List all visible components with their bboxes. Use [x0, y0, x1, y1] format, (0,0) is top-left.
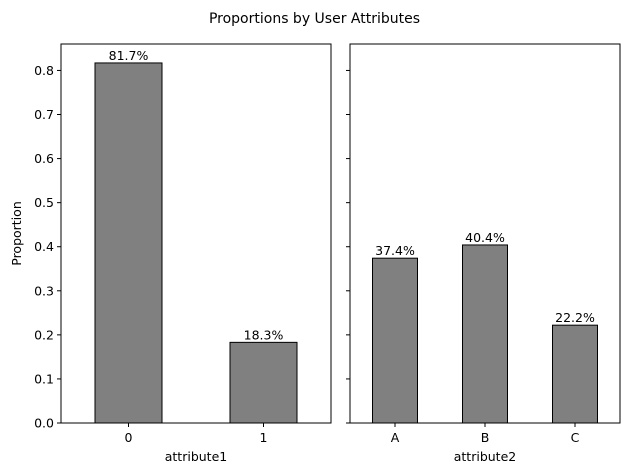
- data-label-0: 81.7%: [109, 48, 149, 63]
- bar-C: [552, 324, 598, 424]
- y-tick-label: 0.7: [34, 107, 54, 122]
- bar-B: [462, 244, 508, 424]
- data-label-C: 22.2%: [555, 310, 595, 325]
- y-tick-label: 0.5: [34, 195, 54, 210]
- y-tick-label: 0.1: [34, 371, 54, 386]
- left-subplot: 81.7% 18.3% 0 1 0.0 0.1 0.2 0.3 0.4 0.5 0.6 0.7 0.8 a…: [9, 43, 332, 464]
- x-axis-title: attribute2: [454, 449, 516, 464]
- x-tick-label-A: A: [391, 430, 400, 445]
- y-tick-label: 0.2: [34, 327, 54, 342]
- y-tick-label: 0.4: [34, 239, 54, 254]
- x-axis-title: attribute1: [165, 449, 227, 464]
- bar-1: [229, 341, 298, 424]
- y-tick-label: 0.6: [34, 151, 54, 166]
- x-tick-label-C: C: [571, 430, 580, 445]
- axes-frame: [60, 43, 332, 424]
- figure-title: Proportions by User Attributes: [209, 11, 420, 27]
- y-tick-label: 0.0: [34, 416, 54, 431]
- bar-A: [372, 257, 418, 424]
- x-tick-label-0: 0: [125, 430, 133, 445]
- data-label-B: 40.4%: [465, 230, 505, 245]
- data-label-A: 37.4%: [375, 243, 415, 258]
- y-axis-title: Proportion: [9, 201, 24, 266]
- data-label-1: 18.3%: [244, 327, 284, 342]
- y-tick-label: 0.3: [34, 283, 54, 298]
- bar-0: [94, 62, 163, 424]
- x-tick-label-B: B: [481, 430, 490, 445]
- y-tick-label: 0.8: [34, 63, 54, 78]
- x-tick-label-1: 1: [260, 430, 268, 445]
